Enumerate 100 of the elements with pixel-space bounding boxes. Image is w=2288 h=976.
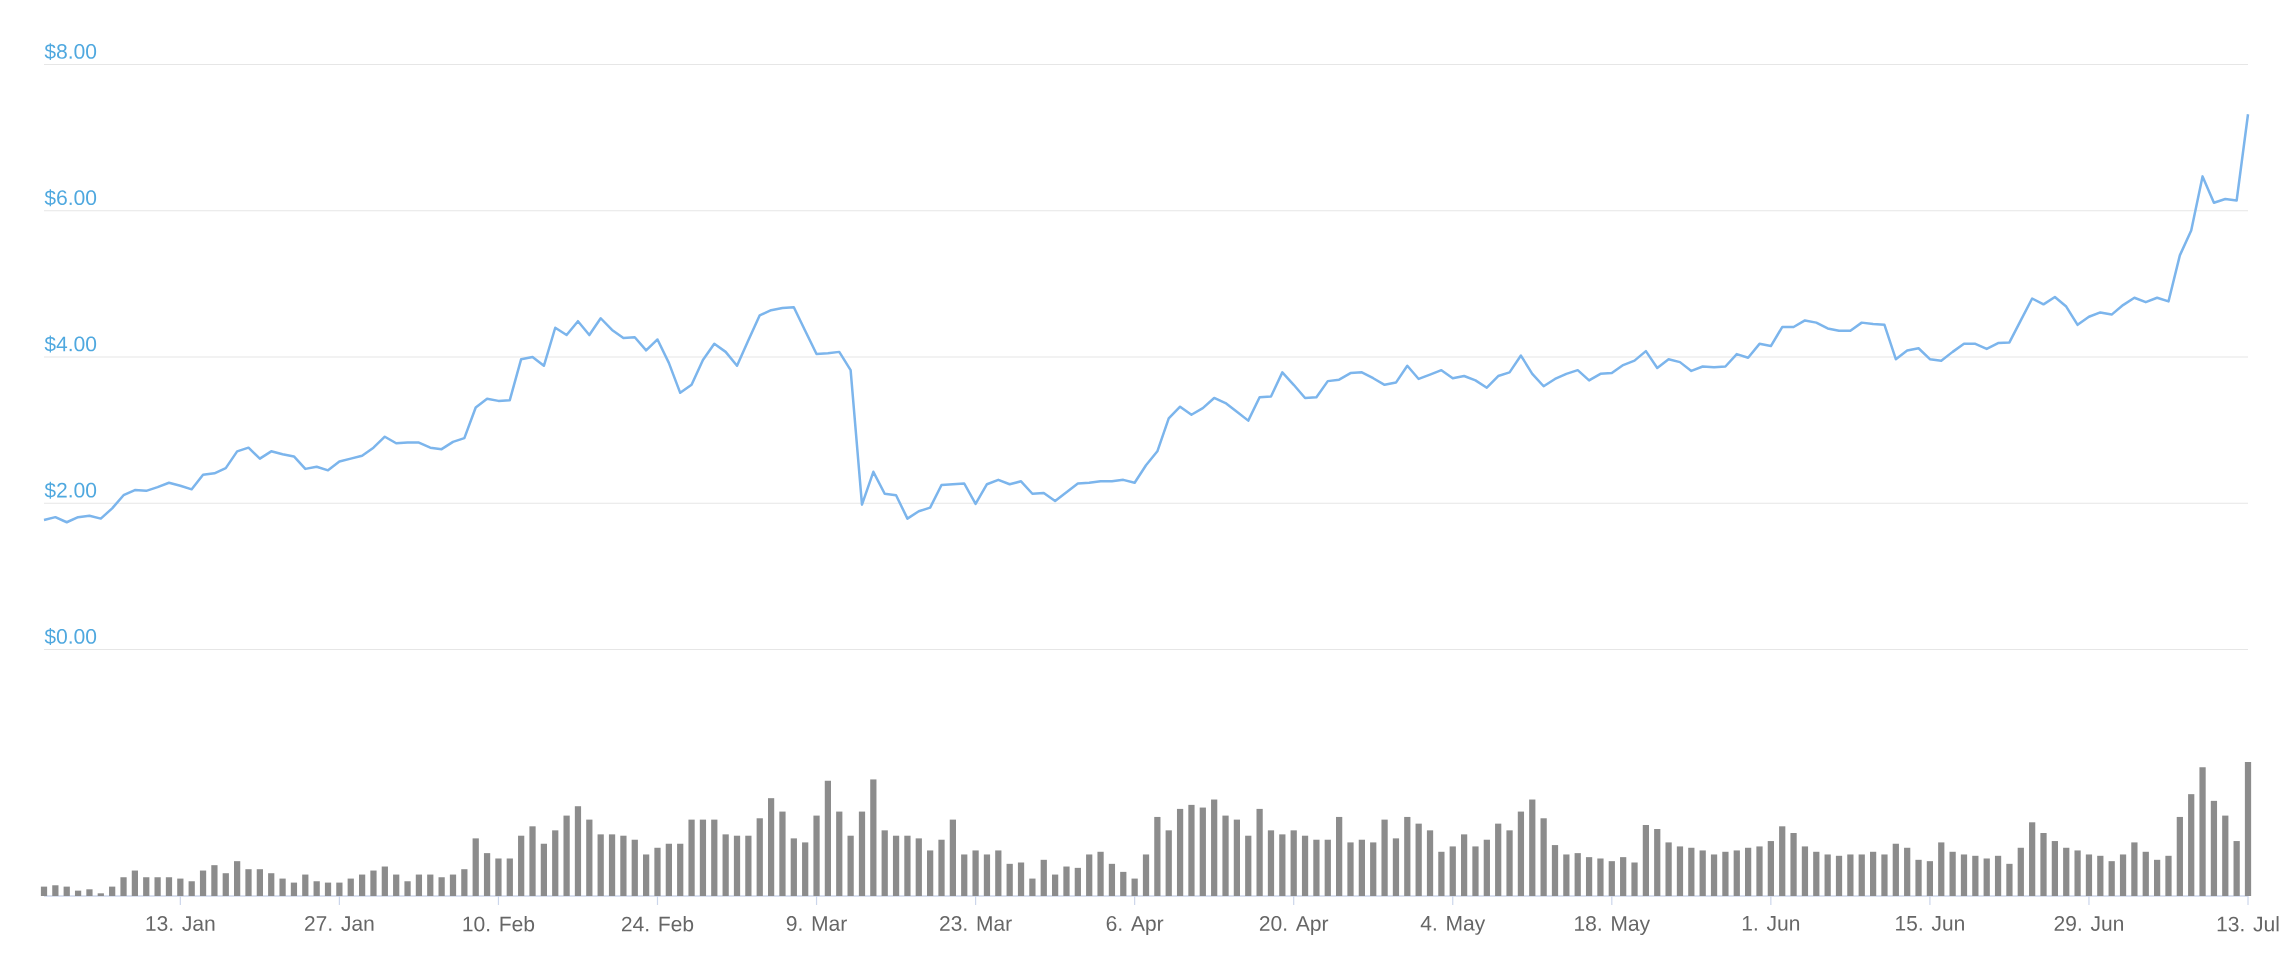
bar [370, 870, 377, 896]
bar [938, 839, 945, 896]
y-tick-label: $0.00 [44, 628, 97, 646]
bar [813, 815, 820, 896]
bar [2142, 851, 2149, 896]
bar [1574, 853, 1581, 896]
bar [1392, 838, 1400, 896]
bar [506, 858, 513, 896]
bar [1211, 799, 1218, 896]
bar [892, 835, 900, 896]
bar [1960, 854, 1968, 896]
bar [574, 806, 582, 896]
bar [449, 874, 457, 896]
bar [1858, 854, 1865, 896]
bar [1131, 878, 1138, 896]
bar [1301, 835, 1309, 896]
bar [336, 882, 343, 896]
x-tick-label: 27. Jan [305, 916, 374, 931]
bar [234, 861, 241, 896]
bar [1460, 834, 1468, 896]
bar [1120, 871, 1127, 896]
bar [1404, 816, 1411, 896]
bar [802, 842, 809, 896]
x-tick-label: 24. Feb [621, 916, 694, 932]
bar [1869, 851, 1877, 896]
bar [1063, 866, 1070, 896]
bar [1040, 859, 1047, 896]
bar [2154, 859, 2161, 896]
bar [915, 838, 922, 896]
bar [404, 881, 411, 896]
bar [2131, 842, 2138, 896]
bar [745, 835, 752, 896]
bar [1620, 857, 1627, 896]
bar [2017, 847, 2024, 896]
bar [597, 834, 604, 896]
bar [1949, 851, 1956, 896]
bar [790, 838, 797, 896]
bar [86, 889, 93, 896]
bar [427, 874, 434, 896]
bar [222, 873, 229, 896]
bar [540, 843, 547, 896]
bar [438, 877, 445, 896]
bar [858, 811, 866, 896]
x-tick-label: 10. Feb [463, 916, 535, 932]
bar [1688, 847, 1695, 896]
bar [665, 843, 672, 896]
bar [1108, 863, 1116, 896]
bar [1540, 818, 1547, 896]
bar [983, 854, 991, 896]
bar [2097, 855, 2104, 896]
bar [836, 811, 843, 896]
bar [381, 866, 388, 896]
bar [1847, 854, 1854, 896]
bar [608, 834, 616, 896]
bar [1835, 855, 1843, 896]
bar [1994, 855, 2002, 896]
bar [529, 826, 536, 896]
bar [1631, 862, 1638, 896]
bar [1381, 819, 1388, 896]
bar [1710, 854, 1718, 896]
x-tick-label: 6. Apr [1106, 916, 1164, 936]
x-tick-label: 1. Jun [1742, 916, 1800, 931]
bar [722, 834, 729, 896]
bar [1074, 867, 1081, 896]
bar [1517, 811, 1525, 896]
bar [415, 874, 423, 896]
bar [904, 835, 911, 896]
bar [1347, 842, 1354, 896]
bar [1824, 854, 1831, 896]
bar [688, 819, 695, 896]
bar [324, 882, 332, 896]
bar [1199, 807, 1206, 896]
bar [1472, 846, 1479, 896]
bar [1665, 842, 1672, 896]
bar [1597, 858, 1604, 896]
bar [1222, 815, 1229, 896]
bar [177, 878, 184, 896]
bar [1449, 846, 1456, 896]
bar [1438, 851, 1445, 896]
bar [461, 869, 468, 896]
bar [1495, 823, 1502, 896]
bar [1415, 823, 1422, 896]
x-tick-label: 18. May [1575, 916, 1651, 936]
bar [1290, 830, 1297, 896]
bar [518, 835, 525, 896]
bar [699, 819, 707, 896]
bar [1256, 808, 1263, 896]
bar [1699, 850, 1706, 896]
bar [1881, 854, 1888, 896]
bar [1233, 819, 1241, 896]
bar [1529, 799, 1536, 896]
bar [643, 854, 650, 896]
bar [1926, 861, 1934, 896]
bar [881, 830, 888, 896]
bar [1756, 846, 1763, 896]
bar [927, 850, 934, 896]
bar [1336, 816, 1343, 896]
bar [756, 818, 763, 896]
bar [2040, 833, 2047, 896]
bar [2051, 841, 2058, 896]
